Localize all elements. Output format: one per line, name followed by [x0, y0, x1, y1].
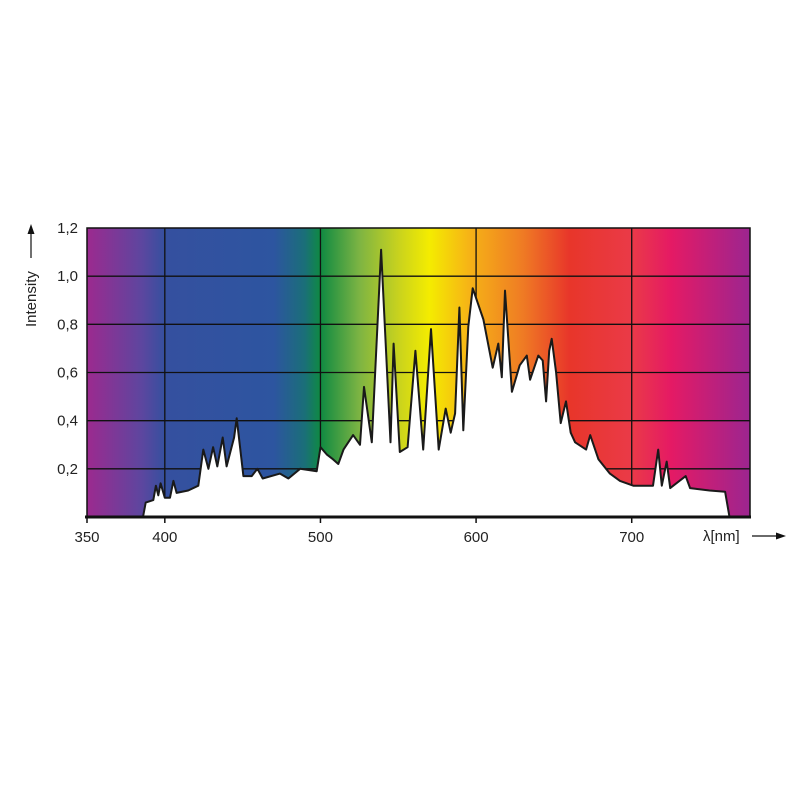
x-tick-label: 600 [464, 529, 489, 546]
y-axis-label: Intensity [23, 271, 40, 327]
y-tick-label: 0,6 [57, 365, 78, 382]
y-tick-label: 1,0 [57, 268, 78, 285]
x-tick-label: 400 [152, 529, 177, 546]
x-tick-label: 700 [619, 529, 644, 546]
y-axis-arrow-icon [27, 224, 35, 258]
x-tick-label: 500 [308, 529, 333, 546]
y-tick-label: 1,2 [57, 220, 78, 237]
y-tick-label: 0,8 [57, 316, 78, 333]
intensity-curve [142, 248, 731, 518]
x-axis-arrow-icon [752, 532, 786, 540]
tick-labels: 350 400 500 600 700 0,2 0,4 0,6 0,8 1,0 1,2 [57, 220, 644, 546]
y-tick-label: 0,2 [57, 461, 78, 478]
x-axis-label: λ[nm] [703, 528, 740, 545]
y-tick-label: 0,4 [57, 413, 78, 430]
x-tick-label: 350 [74, 529, 99, 546]
